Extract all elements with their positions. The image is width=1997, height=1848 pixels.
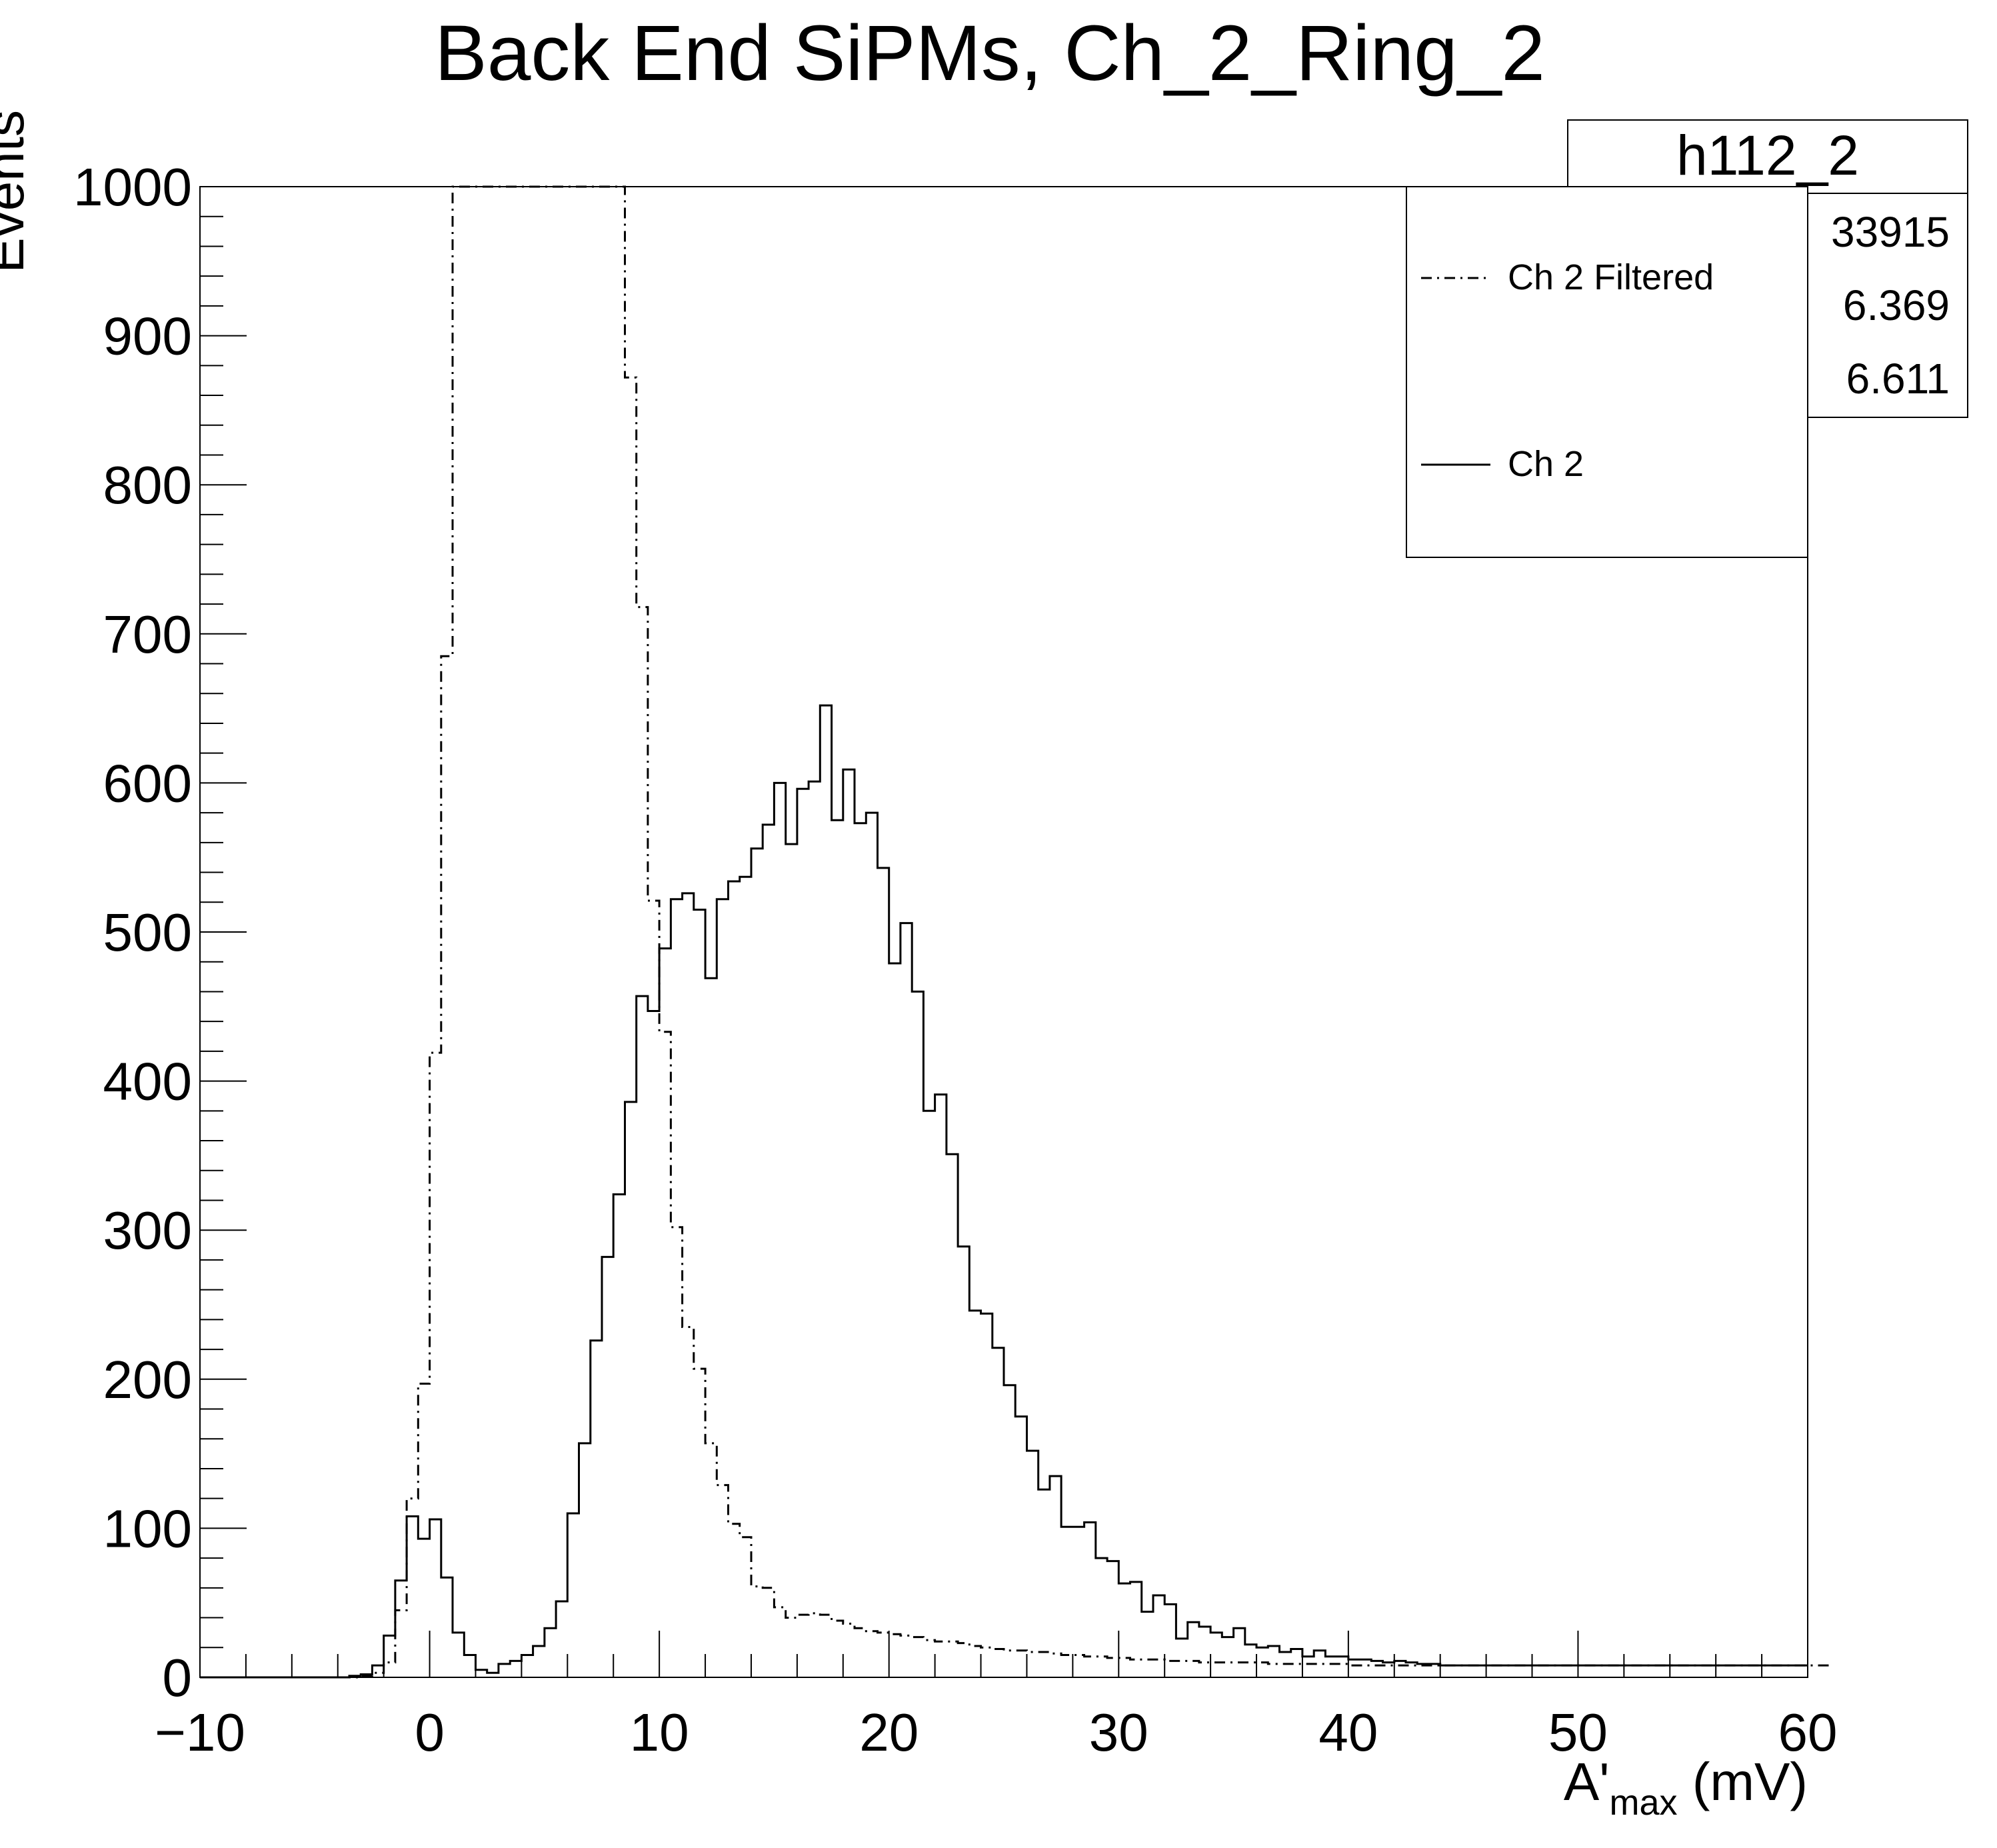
x-tick-label: 10 (630, 1703, 689, 1762)
x-tick-label: 40 (1318, 1703, 1378, 1762)
x-tick-label: 50 (1548, 1703, 1608, 1762)
x-axis-label-sub: max (1609, 1783, 1677, 1823)
y-tick-label: 1000 (73, 157, 192, 217)
stats-box-value: 6.611 (1846, 355, 1950, 403)
stats-box-value: 33915 (1831, 208, 1950, 256)
y-axis-label: Events (0, 110, 35, 273)
x-tick-label: 0 (415, 1703, 445, 1762)
y-tick-label: 900 (103, 307, 192, 366)
series-layer (200, 185, 1831, 1679)
legend-frame (1406, 186, 1808, 558)
x-tick-label: −10 (155, 1703, 245, 1762)
y-tick-label: 800 (103, 455, 192, 515)
y-tick-label: 700 (103, 605, 192, 664)
legend-label-ch2: Ch 2 (1508, 444, 1584, 484)
y-tick-label: 600 (103, 753, 192, 813)
y-tick-label: 0 (163, 1648, 193, 1707)
legend-label-filtered: Ch 2 Filtered (1508, 257, 1714, 297)
axes: −10 0 10 20 30 40 50 60010020030040050060070080… (73, 157, 1837, 1762)
chart-title: Back End SiPMs, Ch_2_Ring_2 (435, 9, 1545, 97)
y-tick-label: 200 (103, 1350, 192, 1409)
y-tick-label: 300 (103, 1201, 192, 1260)
y-tick-label: 500 (103, 903, 192, 962)
x-tick-label: 20 (859, 1703, 919, 1762)
x-axis-label: A'max (mV) (1564, 1752, 1808, 1823)
stats-box-name: h112_2 (1676, 124, 1859, 187)
legend: Ch 2 Filtered Ch 2 (1406, 186, 1808, 558)
x-tick-label: 60 (1778, 1703, 1838, 1762)
stats-box-value: 6.369 (1843, 281, 1950, 329)
y-tick-label: 400 (103, 1052, 192, 1111)
x-axis-label-unit: (mV) (1677, 1752, 1808, 1811)
x-axis-label-base: A' (1564, 1752, 1610, 1811)
series-ch2-histogram (200, 704, 1808, 1679)
series-filtered-histogram (200, 185, 1831, 1679)
x-tick-label: 30 (1089, 1703, 1148, 1762)
y-tick-label: 100 (103, 1499, 192, 1558)
